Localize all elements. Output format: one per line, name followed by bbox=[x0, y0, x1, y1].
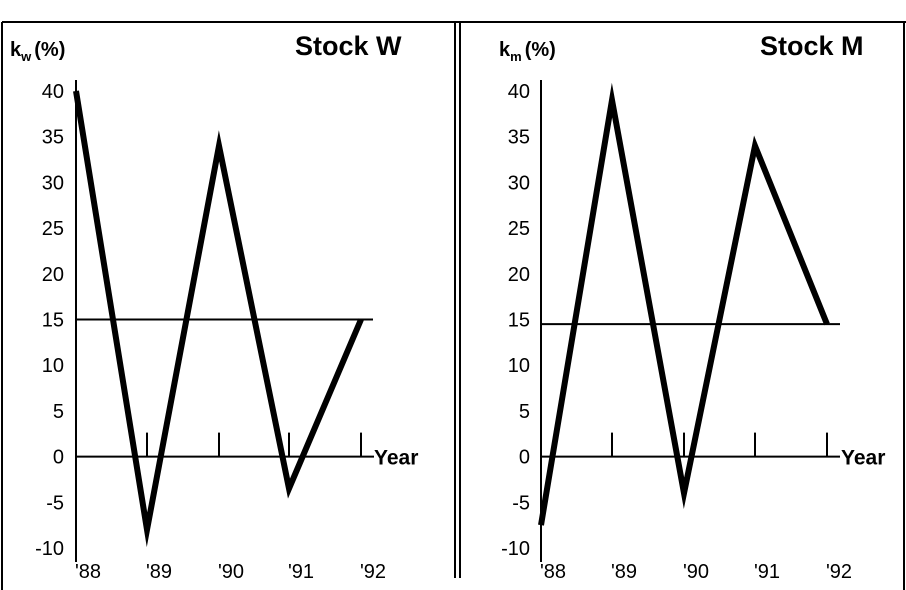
x-tick-label-m: '92 bbox=[826, 561, 852, 583]
y-tick-label-m: 35 bbox=[508, 127, 530, 149]
y-tick-label-w: -5 bbox=[46, 492, 64, 514]
x-tick-label-w: '90 bbox=[218, 561, 244, 583]
x-tick-label-m: '88 bbox=[540, 561, 566, 583]
y-tick-label-w: 40 bbox=[42, 81, 64, 103]
frame bbox=[1, 21, 906, 590]
y-tick-label-m: -10 bbox=[501, 538, 530, 560]
y-tick-label-m: 15 bbox=[508, 310, 530, 332]
y-tick-label-m: 5 bbox=[519, 401, 530, 423]
y-tick-label-m: 0 bbox=[519, 447, 530, 469]
y-axis-label-m-unit: (%) bbox=[525, 39, 556, 61]
x-tick-label-m: '89 bbox=[611, 561, 637, 583]
series-line-w bbox=[73, 90, 364, 548]
y-tick-label-w: 35 bbox=[42, 127, 64, 149]
y-tick-label-w: 25 bbox=[42, 218, 64, 240]
x-ticks-w bbox=[146, 432, 362, 457]
x-tick-label-w: '89 bbox=[146, 561, 172, 583]
x-ticks-m bbox=[611, 432, 828, 457]
y-tick-labels-m: 40 35 30 25 20 15 10 5 0 -5 -10 bbox=[501, 81, 530, 560]
y-tick-label-m: 40 bbox=[508, 81, 530, 103]
y-tick-label-m: -5 bbox=[512, 492, 530, 514]
y-tick-label-m: 30 bbox=[508, 172, 530, 194]
x-tick-label-m: '90 bbox=[683, 561, 709, 583]
y-tick-label-w: 15 bbox=[42, 310, 64, 332]
y-tick-label-w: 20 bbox=[42, 264, 64, 286]
y-tick-label-w: 10 bbox=[42, 355, 64, 377]
x-tick-labels-m: '88 '89 '90 '91 '92 bbox=[540, 561, 852, 583]
y-axis-label-w-sub: w bbox=[20, 49, 32, 64]
y-axis-label-m: km (%) bbox=[499, 39, 556, 64]
y-tick-label-m: 25 bbox=[508, 218, 530, 240]
x-tick-label-w: '88 bbox=[75, 561, 101, 583]
y-axis-label-m-sub: m bbox=[510, 49, 522, 64]
y-axis-label-w-unit: (%) bbox=[34, 39, 65, 61]
chart-title-m: Stock M bbox=[760, 31, 864, 61]
x-axis-label-m: Year bbox=[841, 447, 885, 470]
x-tick-label-m: '91 bbox=[754, 561, 780, 583]
y-tick-label-m: 10 bbox=[508, 355, 530, 377]
series-line-m bbox=[538, 82, 830, 526]
y-tick-label-w: 30 bbox=[42, 172, 64, 194]
y-tick-labels-w: 40 35 30 25 20 15 10 5 0 -5 -10 bbox=[35, 81, 64, 560]
y-tick-label-w: 5 bbox=[53, 401, 64, 423]
y-axis-label-w-main: k bbox=[10, 39, 22, 61]
y-tick-label-m: 20 bbox=[508, 264, 530, 286]
x-tick-label-w: '91 bbox=[288, 561, 314, 583]
y-axis-label-m-main: k bbox=[499, 39, 511, 61]
x-axis-label-w: Year bbox=[374, 447, 418, 470]
x-tick-labels-w: '88 '89 '90 '91 '92 bbox=[75, 561, 386, 583]
y-tick-label-w: 0 bbox=[53, 447, 64, 469]
y-tick-label-w: -10 bbox=[35, 538, 64, 560]
y-axis-label-w: kw (%) bbox=[10, 39, 65, 64]
x-tick-label-w: '92 bbox=[360, 561, 386, 583]
chart-title-w: Stock W bbox=[295, 31, 402, 61]
